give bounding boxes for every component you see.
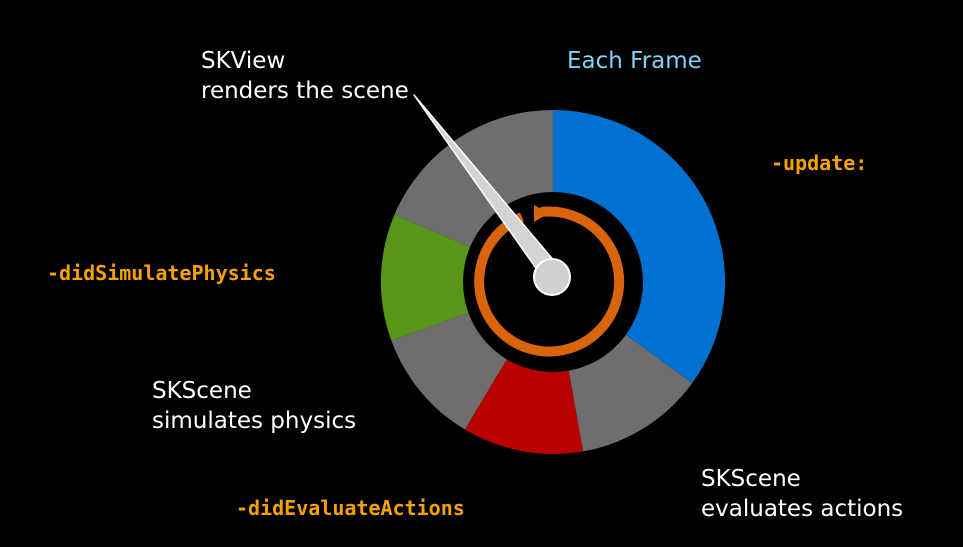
skview-renders-label: SKView renders the scene (201, 46, 409, 106)
pointer-pivot (533, 258, 571, 296)
update-method-label: -update: (771, 151, 868, 175)
skscene-physics-label: SKScene simulates physics (152, 376, 356, 436)
did-evaluate-actions-method-label: -didEvaluateActions (236, 496, 465, 520)
skview-renders-line1: SKView (201, 48, 286, 74)
did-simulate-physics-method-label: -didSimulatePhysics (47, 261, 276, 285)
skscene-physics-line2: simulates physics (152, 408, 357, 434)
skscene-actions-line1: SKScene (701, 466, 801, 492)
update-segment (553, 109, 726, 384)
cycle-arrow-head-icon (534, 205, 549, 222)
skscene-actions-line2: evaluates actions (701, 496, 904, 522)
each-frame-heading: Each Frame (567, 48, 702, 74)
skview-renders-line2: renders the scene (201, 78, 409, 104)
skscene-actions-label: SKScene evaluates actions (701, 464, 903, 524)
cycle-arrow (474, 206, 625, 357)
skscene-physics-line1: SKScene (152, 378, 252, 404)
